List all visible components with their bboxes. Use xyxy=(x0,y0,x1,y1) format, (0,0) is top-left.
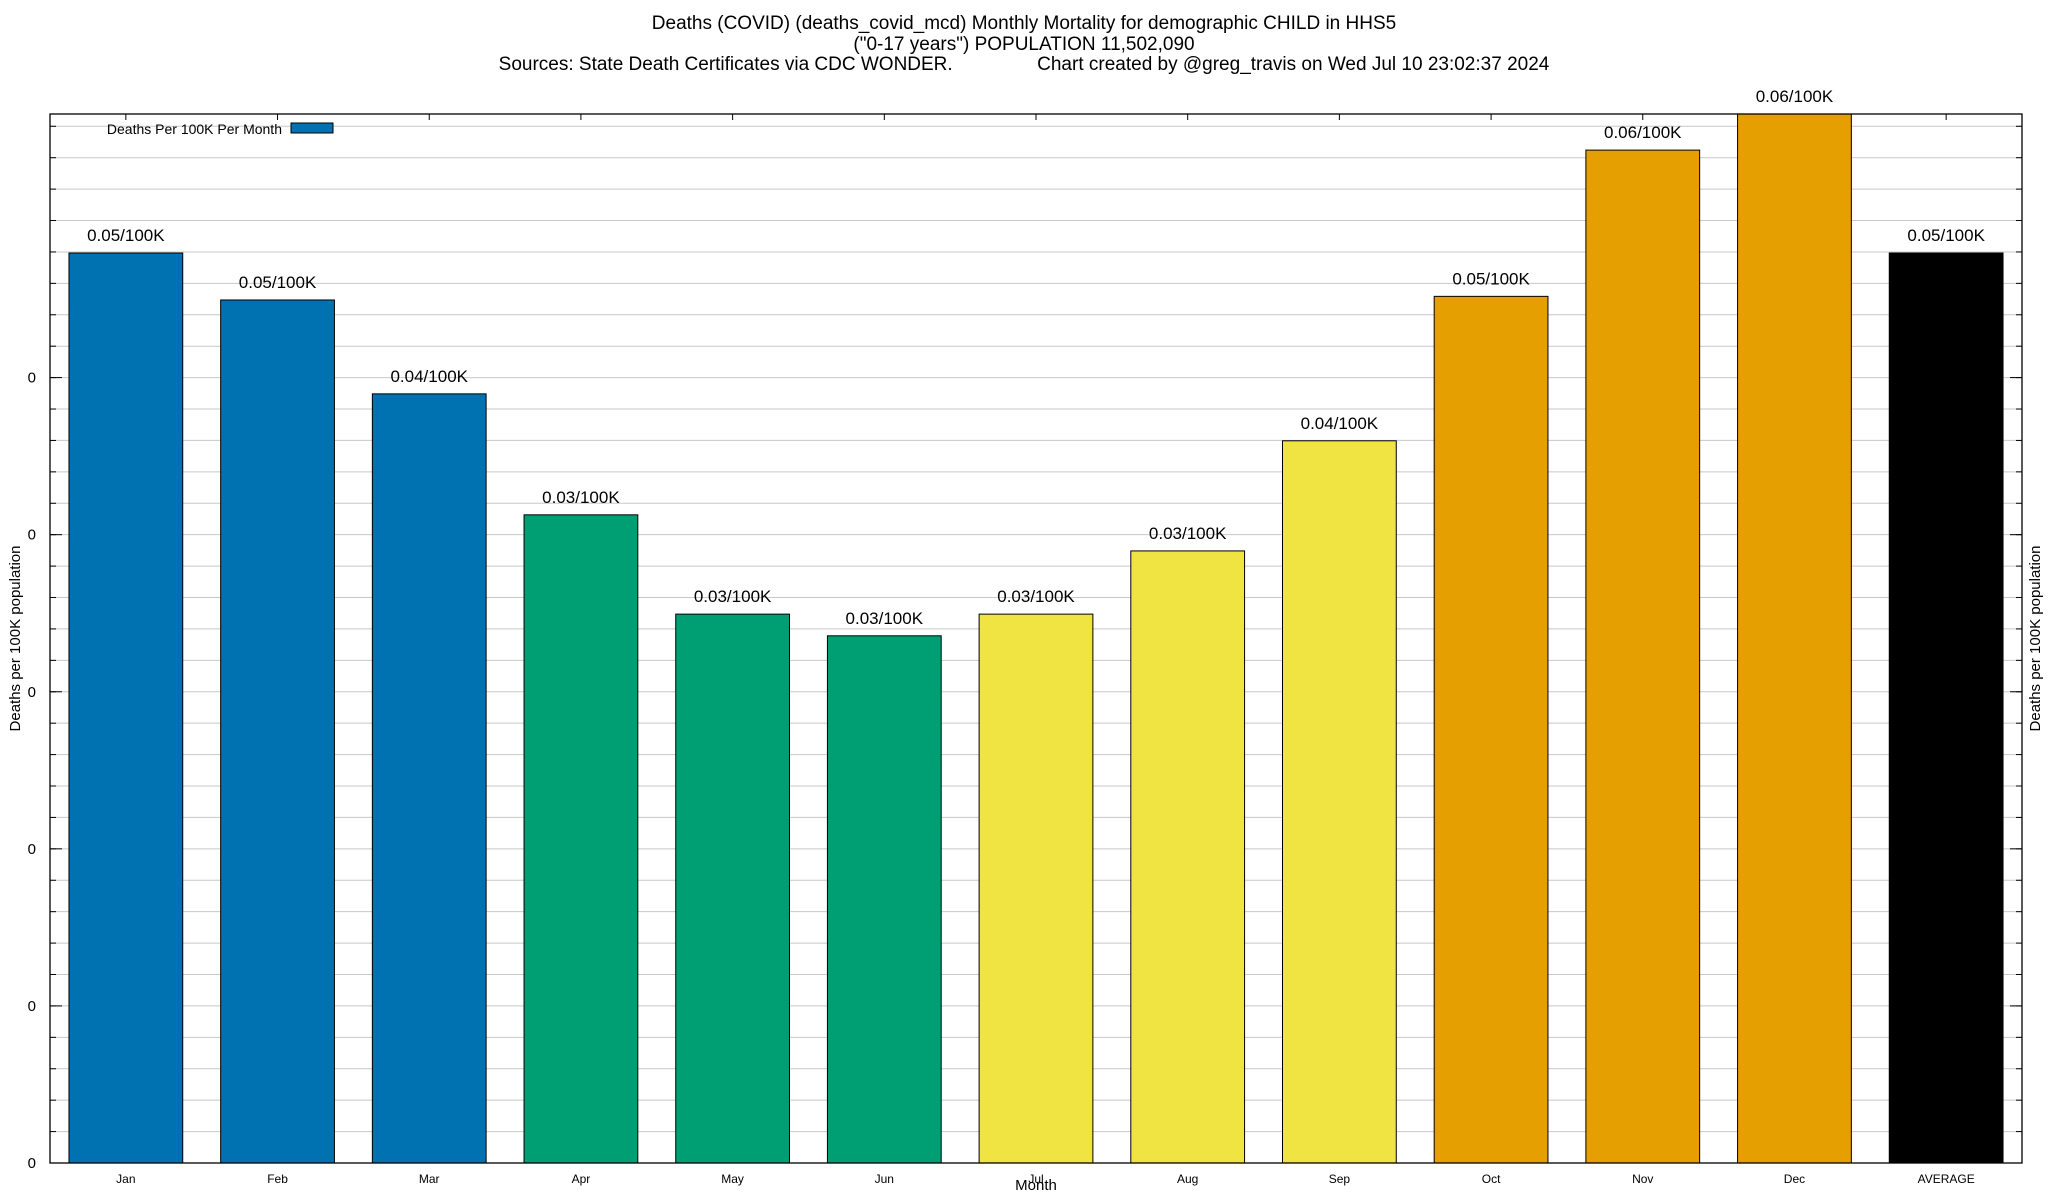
y-tick-label: 0 xyxy=(28,1155,36,1172)
bars xyxy=(68,113,2004,1164)
y-tick-label: 0 xyxy=(28,998,36,1015)
data-label-average: 0.05/100K xyxy=(1907,226,1985,245)
x-tick-label-dec: Dec xyxy=(1784,1172,1805,1186)
y-axis-label-right: Deaths per 100K population xyxy=(2027,546,2044,732)
chart-title-line-3: Sources: State Death Certificates via CD… xyxy=(498,54,1550,75)
bar-feb xyxy=(220,299,335,1164)
bar-dec xyxy=(1737,113,1852,1164)
legend-swatch xyxy=(290,122,334,134)
bar-oct xyxy=(1433,295,1549,1164)
chart-title-line-2: ("0-17 years") POPULATION 11,502,090 xyxy=(853,34,1195,55)
data-label-sep: 0.04/100K xyxy=(1301,414,1379,433)
legend: Deaths Per 100K Per Month xyxy=(107,121,334,137)
x-tick-label-may: May xyxy=(721,1172,744,1186)
bar-jul xyxy=(978,613,1094,1164)
y-tick-label: 0 xyxy=(28,370,36,387)
y-tick-label: 0 xyxy=(28,527,36,544)
data-label-dec: 0.06/100K xyxy=(1756,87,1834,106)
x-tick-label-sep: Sep xyxy=(1329,1172,1351,1186)
chart-title-line-1: Deaths (COVID) (deaths_covid_mcd) Monthl… xyxy=(651,13,1397,34)
x-tick-label-apr: Apr xyxy=(572,1172,591,1186)
legend-label: Deaths Per 100K Per Month xyxy=(107,121,282,137)
data-label-jul: 0.03/100K xyxy=(997,587,1075,606)
data-label-feb: 0.05/100K xyxy=(239,273,317,292)
bar-mar xyxy=(371,393,487,1164)
x-tick-label-oct: Oct xyxy=(1482,1172,1501,1186)
plot-frame xyxy=(49,113,2023,1164)
bar-jun xyxy=(826,635,942,1164)
data-label-mar: 0.04/100K xyxy=(390,367,468,386)
y-axis-label-left: Deaths per 100K population xyxy=(7,546,24,732)
data-label-may: 0.03/100K xyxy=(694,587,772,606)
data-label-aug: 0.03/100K xyxy=(1149,524,1227,543)
y-tick-labels: 0 0 0 0 0 0 xyxy=(28,370,36,1172)
y-tick-label: 0 xyxy=(28,684,36,701)
bar-sep xyxy=(1282,440,1397,1164)
x-tick-label-feb: Feb xyxy=(267,1172,288,1186)
bar-may xyxy=(675,613,791,1164)
data-label-apr: 0.03/100K xyxy=(542,488,620,507)
x-tick-label-mar: Mar xyxy=(419,1172,440,1186)
x-tick-labels: Jan Feb Mar Apr May Jun Jul Aug Sep Oct Nov Dec AVER… xyxy=(116,1172,1975,1186)
y-tick-label: 0 xyxy=(28,841,36,858)
x-tick-label-average: AVERAGE xyxy=(1918,1172,1975,1186)
x-tick-label-nov: Nov xyxy=(1632,1172,1653,1186)
x-tick-label-jan: Jan xyxy=(116,1172,135,1186)
data-label-jan: 0.05/100K xyxy=(87,226,165,245)
bar-nov xyxy=(1585,149,1701,1164)
x-axis-label: Month xyxy=(1015,1177,1057,1194)
x-tick-label-jun: Jun xyxy=(875,1172,894,1186)
bar-aug xyxy=(1130,550,1246,1164)
bar-average xyxy=(1888,252,2004,1164)
x-tick-label-jul: Jul xyxy=(1028,1172,1043,1186)
x-tick-label-aug: Aug xyxy=(1177,1172,1198,1186)
bar-apr xyxy=(523,514,639,1164)
data-label-jun: 0.03/100K xyxy=(846,609,924,628)
data-label-nov: 0.06/100K xyxy=(1604,123,1682,142)
data-label-oct: 0.05/100K xyxy=(1452,269,1530,288)
data-labels: 0.05/100K 0.05/100K 0.04/100K 0.03/100K 0.03… xyxy=(87,87,1985,628)
bar-jan xyxy=(68,252,184,1164)
